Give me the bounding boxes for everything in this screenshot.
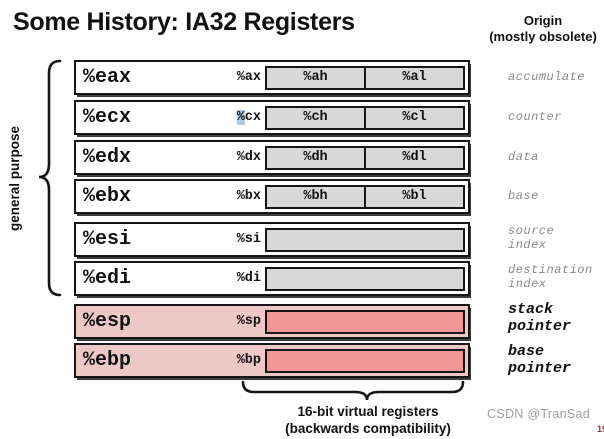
- csdn-watermark: CSDN @TranSad: [487, 407, 590, 421]
- register-row-esp: %esp %sp: [74, 304, 470, 339]
- selection-highlight: %: [236, 110, 245, 125]
- low-byte-al: %al: [364, 68, 463, 88]
- register-row-edx: %edx %dx %dh %dl: [74, 140, 470, 175]
- register-16bit-dx: %dx: [236, 150, 261, 165]
- byte-boxes-ebx: %bh %bl: [265, 185, 465, 209]
- high-byte-bh: %bh: [303, 189, 328, 204]
- register-name-esp: %esp: [83, 310, 132, 333]
- byte-box-sp: [265, 310, 465, 334]
- origin-header-line1: Origin: [523, 13, 563, 28]
- register-name-edx: %edx: [83, 146, 132, 169]
- low-byte-dl: %dl: [364, 148, 463, 168]
- byte-box-si: [265, 228, 465, 252]
- origin-label-source-index: source index: [508, 224, 555, 252]
- origin-column-header: Origin (mostly obsolete): [482, 13, 604, 45]
- register-row-eax: %eax %ax %ah %al: [74, 60, 470, 95]
- register-16bit-si: %si: [236, 232, 261, 247]
- register-16bit-di: %di: [236, 271, 261, 286]
- origin-label-destination-index: destination index: [508, 263, 593, 291]
- register-row-edi: %edi %di: [74, 261, 470, 296]
- register-name-esi: %esi: [83, 228, 132, 251]
- high-byte-dh: %dh: [303, 150, 328, 165]
- register-row-esi: %esi %si: [74, 222, 470, 257]
- register-name-eax: %eax: [83, 66, 132, 89]
- register-16bit-ax: %ax: [236, 70, 261, 85]
- register-name-edi: %edi: [83, 267, 132, 290]
- origin-label-accumulate: accumulate: [508, 70, 586, 84]
- origin-label-base-pointer: base pointer: [508, 343, 572, 377]
- byte-boxes-eax: %ah %al: [265, 66, 465, 90]
- register-row-ebp: %ebp %bp: [74, 343, 470, 378]
- register-16bit-sp: %sp: [236, 314, 261, 329]
- register-name-ebx: %ebx: [83, 185, 132, 208]
- origin-label-data: data: [508, 150, 539, 164]
- origin-label-base: base: [508, 189, 539, 203]
- byte-boxes-ecx: %ch %cl: [265, 106, 465, 130]
- register-row-ebx: %ebx %bx %bh %bl: [74, 179, 470, 214]
- general-purpose-label: general purpose: [7, 125, 23, 231]
- slide-title: Some History: IA32 Registers: [13, 8, 355, 36]
- sixteen-bit-caption: 16-bit virtual registers (backwards comp…: [285, 404, 451, 436]
- high-byte-ah: %ah: [303, 70, 328, 85]
- byte-box-di: [265, 267, 465, 291]
- register-16bit-bp: %bp: [236, 353, 261, 368]
- general-purpose-brace: [38, 59, 62, 297]
- register-name-ecx: %ecx: [83, 106, 132, 129]
- low-byte-bl: %bl: [364, 187, 463, 207]
- page-number: 19: [596, 424, 604, 434]
- sixteen-bit-brace: [241, 381, 465, 401]
- origin-label-stack-pointer: stack pointer: [508, 301, 572, 335]
- register-16bit-cx: %cx: [236, 110, 261, 125]
- high-byte-ch: %ch: [303, 110, 328, 125]
- register-16bit-bx: %bx: [236, 189, 261, 204]
- byte-boxes-edx: %dh %dl: [265, 146, 465, 170]
- byte-box-bp: [265, 349, 465, 373]
- low-byte-cl: %cl: [364, 108, 463, 128]
- register-name-ebp: %ebp: [83, 349, 132, 372]
- register-row-ecx: %ecx %cx %ch %cl: [74, 100, 470, 135]
- origin-header-line2: (mostly obsolete): [489, 29, 597, 44]
- origin-label-counter: counter: [508, 110, 562, 124]
